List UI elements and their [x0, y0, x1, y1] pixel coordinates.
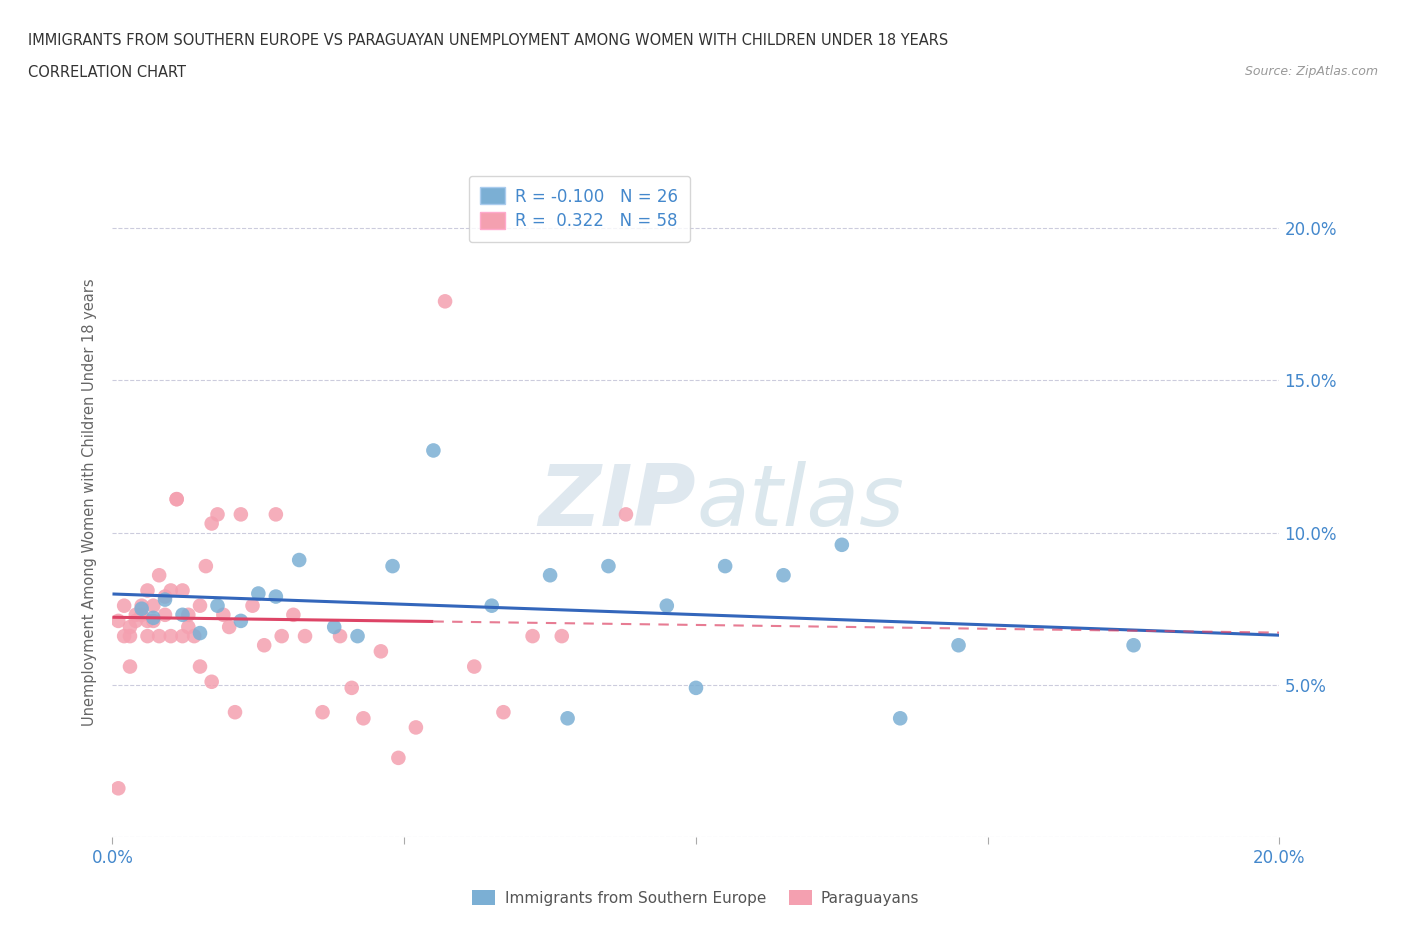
- Point: [387, 751, 409, 765]
- Point: [142, 598, 165, 613]
- Point: [166, 492, 188, 507]
- Point: [118, 629, 141, 644]
- Point: [118, 619, 141, 634]
- Text: atlas: atlas: [696, 460, 904, 544]
- Text: Source: ZipAtlas.com: Source: ZipAtlas.com: [1244, 65, 1378, 78]
- Point: [283, 607, 305, 622]
- Point: [136, 629, 159, 644]
- Point: [148, 629, 170, 644]
- Point: [125, 614, 148, 629]
- Point: [160, 583, 183, 598]
- Point: [142, 614, 165, 629]
- Point: [153, 592, 176, 607]
- Point: [522, 629, 544, 644]
- Point: [188, 659, 211, 674]
- Point: [153, 589, 176, 604]
- Point: [166, 492, 188, 507]
- Point: [201, 674, 224, 689]
- Point: [125, 607, 148, 622]
- Point: [714, 559, 737, 574]
- Text: IMMIGRANTS FROM SOUTHERN EUROPE VS PARAGUAYAN UNEMPLOYMENT AMONG WOMEN WITH CHIL: IMMIGRANTS FROM SOUTHERN EUROPE VS PARAG…: [28, 33, 949, 47]
- Point: [264, 589, 287, 604]
- Point: [340, 681, 363, 696]
- Point: [463, 659, 485, 674]
- Point: [131, 598, 153, 613]
- Point: [188, 598, 211, 613]
- Point: [112, 629, 135, 644]
- Point: [142, 610, 165, 625]
- Point: [247, 586, 270, 601]
- Point: [136, 583, 159, 598]
- Point: [242, 598, 264, 613]
- Point: [685, 681, 707, 696]
- Point: [194, 559, 217, 574]
- Point: [207, 507, 229, 522]
- Point: [107, 781, 129, 796]
- Point: [352, 711, 374, 725]
- Point: [422, 443, 444, 458]
- Point: [183, 629, 205, 644]
- Point: [177, 607, 200, 622]
- Point: [172, 607, 194, 622]
- Point: [218, 619, 240, 634]
- Text: CORRELATION CHART: CORRELATION CHART: [28, 65, 186, 80]
- Point: [1122, 638, 1144, 653]
- Point: [329, 629, 352, 644]
- Point: [229, 614, 252, 629]
- Point: [148, 568, 170, 583]
- Point: [112, 598, 135, 613]
- Point: [405, 720, 427, 735]
- Point: [551, 629, 574, 644]
- Point: [160, 629, 183, 644]
- Point: [212, 607, 235, 622]
- Point: [323, 619, 346, 634]
- Point: [370, 644, 392, 658]
- Point: [434, 294, 457, 309]
- Point: [172, 583, 194, 598]
- Legend: Immigrants from Southern Europe, Paraguayans: Immigrants from Southern Europe, Paragua…: [461, 879, 931, 916]
- Point: [153, 607, 176, 622]
- Point: [772, 568, 794, 583]
- Text: ZIP: ZIP: [538, 460, 696, 544]
- Point: [131, 602, 153, 617]
- Point: [253, 638, 276, 653]
- Point: [346, 629, 368, 644]
- Point: [492, 705, 515, 720]
- Point: [264, 507, 287, 522]
- Y-axis label: Unemployment Among Women with Children Under 18 years: Unemployment Among Women with Children U…: [82, 278, 97, 726]
- Point: [889, 711, 911, 725]
- Point: [136, 614, 159, 629]
- Point: [655, 598, 678, 613]
- Point: [481, 598, 503, 613]
- Point: [207, 598, 229, 613]
- Point: [118, 659, 141, 674]
- Point: [107, 614, 129, 629]
- Point: [177, 619, 200, 634]
- Point: [172, 629, 194, 644]
- Point: [131, 607, 153, 622]
- Point: [288, 552, 311, 567]
- Point: [224, 705, 246, 720]
- Point: [538, 568, 561, 583]
- Point: [598, 559, 620, 574]
- Point: [270, 629, 292, 644]
- Point: [831, 538, 853, 552]
- Point: [188, 626, 211, 641]
- Point: [381, 559, 404, 574]
- Point: [311, 705, 333, 720]
- Point: [614, 507, 637, 522]
- Point: [201, 516, 224, 531]
- Point: [229, 507, 252, 522]
- Point: [557, 711, 579, 725]
- Point: [294, 629, 316, 644]
- Point: [948, 638, 970, 653]
